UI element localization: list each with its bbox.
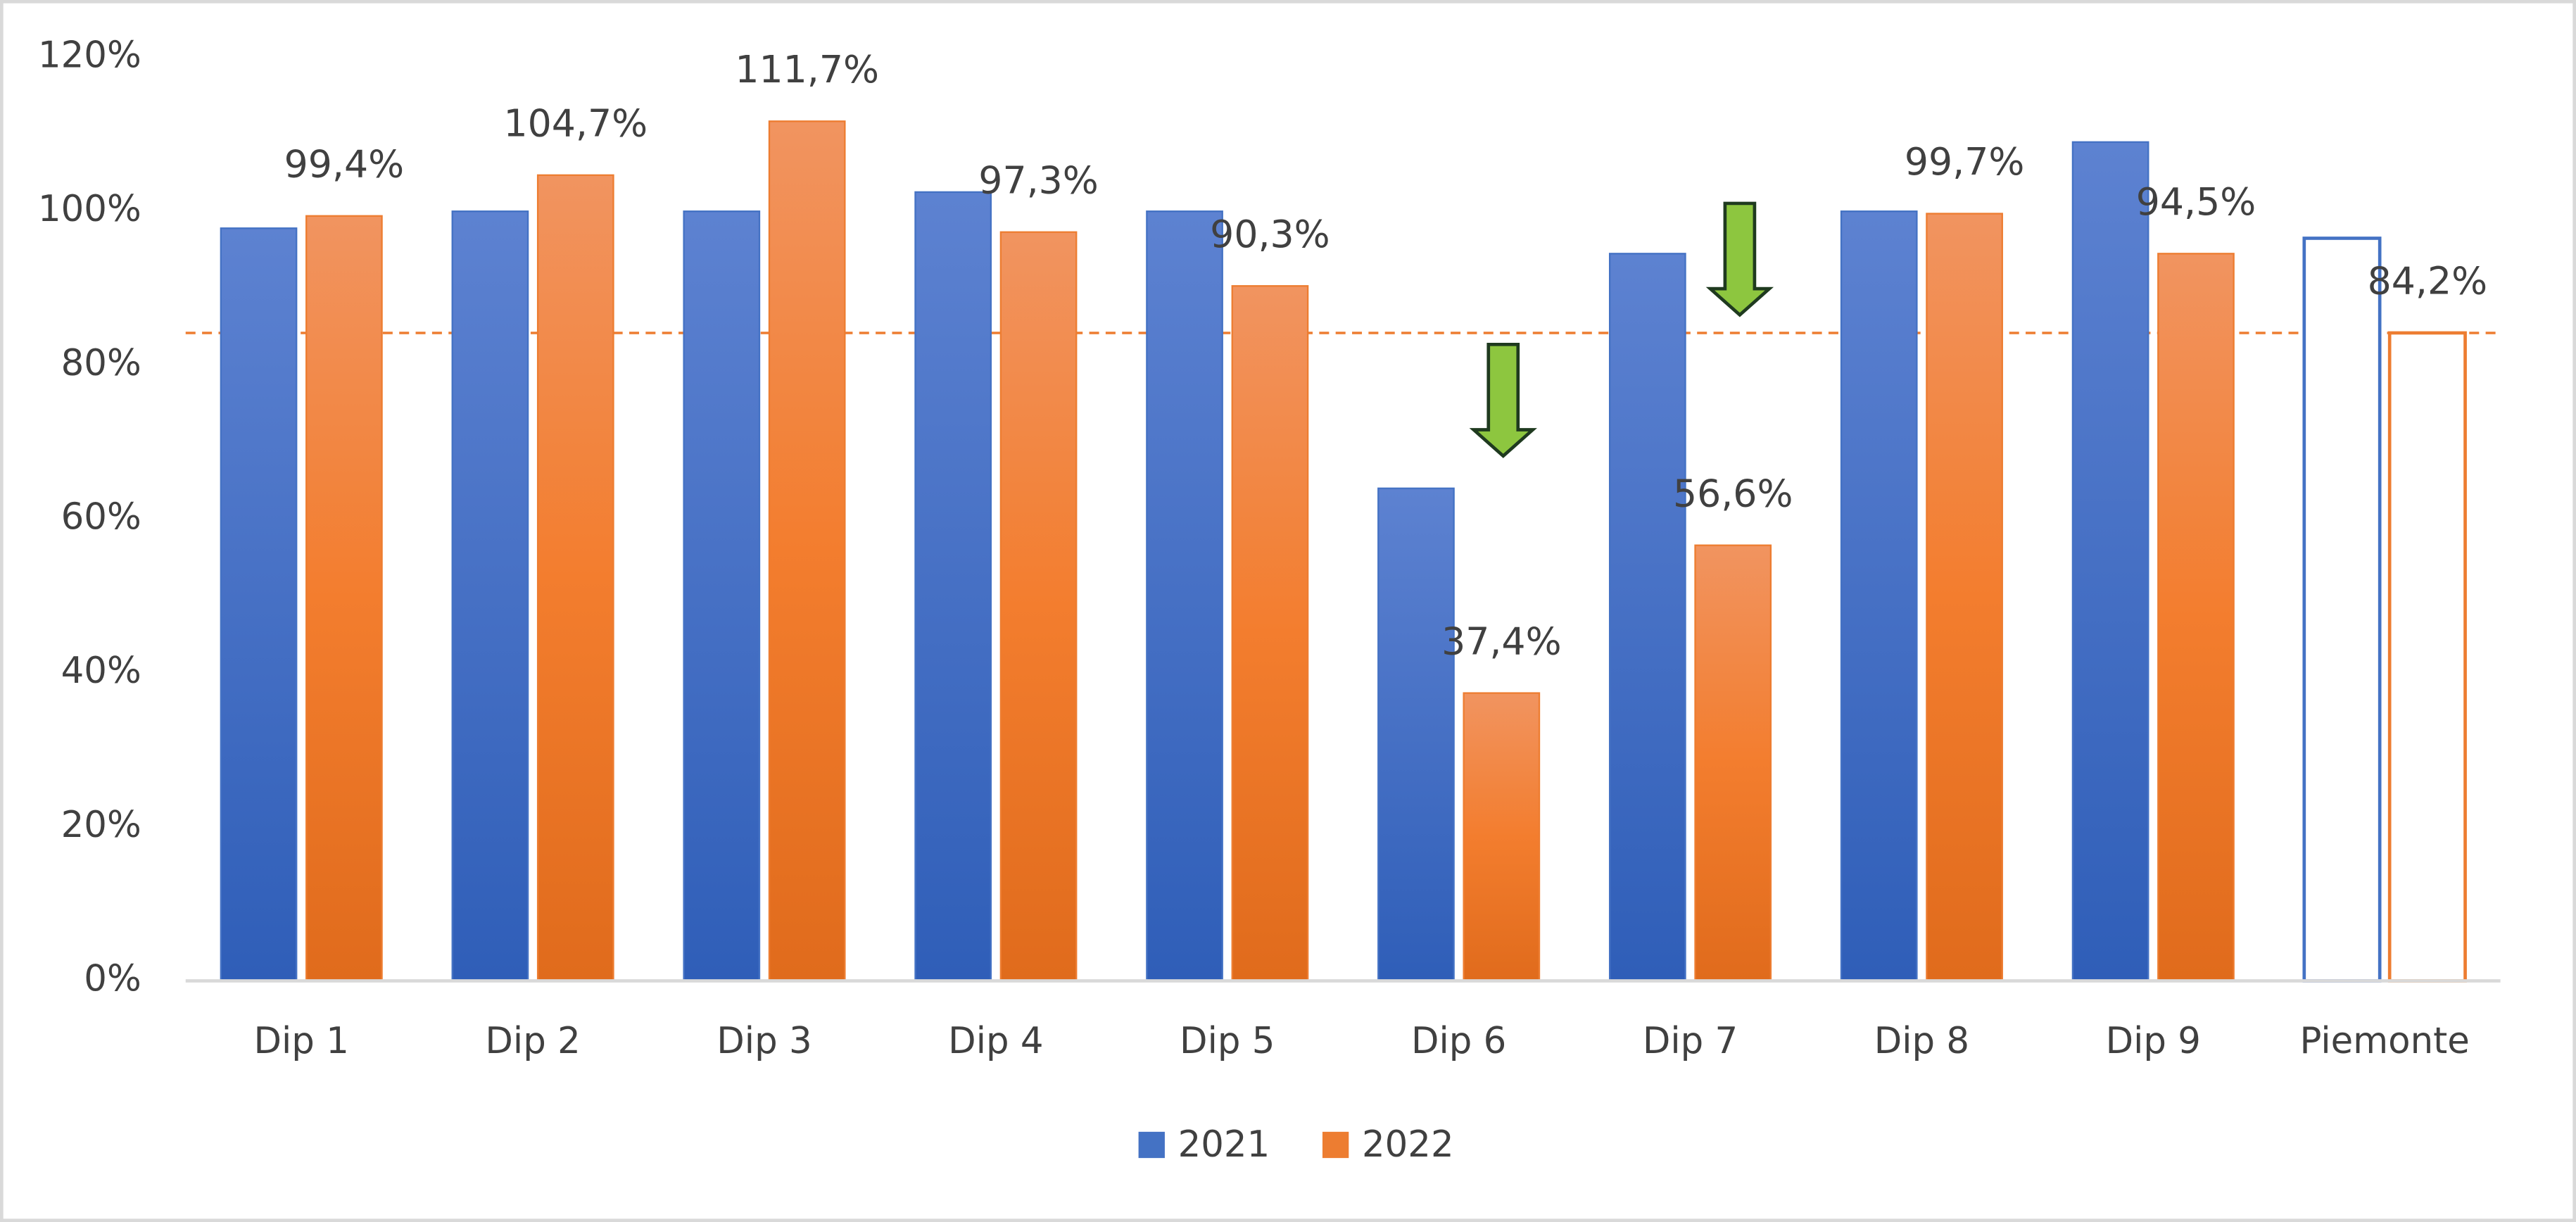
x-tick-label: Dip 4	[948, 1020, 1043, 1062]
x-tick-label: Dip 7	[1643, 1020, 1738, 1062]
y-tick-label: 40%	[61, 650, 141, 692]
x-tick-label: Piemonte	[2300, 1020, 2470, 1062]
bar	[1377, 487, 1455, 982]
bar	[2302, 237, 2382, 983]
bar	[1463, 692, 1541, 982]
arrow	[1469, 343, 1537, 458]
bar	[768, 120, 846, 982]
bar	[451, 210, 529, 982]
bar	[2387, 331, 2467, 983]
bar	[220, 227, 298, 982]
x-tick-label: Dip 9	[2106, 1020, 2201, 1062]
bar	[1840, 210, 1918, 982]
data-label: 37,4%	[1441, 619, 1562, 663]
data-label: 94,5%	[2136, 179, 2256, 224]
legend-label: 2022	[1362, 1123, 1454, 1166]
x-tick-label: Dip 5	[1180, 1020, 1275, 1062]
legend-label: 2021	[1178, 1123, 1270, 1166]
arrows	[1469, 201, 1774, 458]
y-tick-label: 100%	[38, 188, 141, 230]
bar	[1146, 210, 1223, 982]
data-label: 97,3%	[978, 158, 1099, 202]
bar	[1926, 213, 2003, 982]
data-label: 104,7%	[503, 101, 648, 146]
data-label: 56,6%	[1673, 471, 1793, 515]
data-label: 99,7%	[1905, 139, 2025, 184]
bar	[999, 231, 1078, 982]
bar	[1608, 253, 1686, 982]
x-tick-label: Dip 8	[1874, 1020, 1969, 1062]
bar	[683, 210, 761, 982]
data-label: 99,4%	[284, 142, 405, 187]
y-tick-label: 20%	[61, 804, 141, 846]
x-tick-label: Dip 6	[1411, 1020, 1506, 1062]
bar	[914, 191, 992, 982]
y-tick-label: 80%	[61, 342, 141, 384]
x-tick-label: Dip 2	[485, 1020, 580, 1062]
bar	[305, 215, 383, 982]
data-label: 111,7%	[735, 47, 879, 92]
bar	[2071, 141, 2149, 982]
arrow	[1705, 201, 1774, 317]
legend-swatch	[1322, 1131, 1349, 1159]
x-tick-label: Dip 1	[254, 1020, 349, 1062]
bar	[1231, 285, 1309, 982]
legend-swatch	[1138, 1131, 1165, 1159]
y-tick-label: 60%	[61, 496, 141, 538]
y-tick-label: 0%	[84, 957, 141, 1000]
data-label: 90,3%	[1210, 212, 1330, 256]
bar	[2157, 253, 2235, 982]
y-tick-label: 120%	[38, 34, 141, 77]
x-tick-label: Dip 3	[716, 1020, 812, 1062]
data-label: 84,2%	[2368, 259, 2488, 303]
bar	[536, 174, 614, 982]
bar	[1694, 544, 1772, 982]
